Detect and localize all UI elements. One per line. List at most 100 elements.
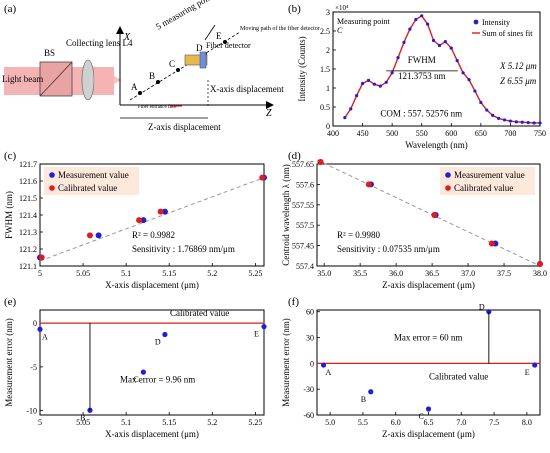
sensitivity-label: Sensitivity : 0.07535 nm/μm [337, 244, 440, 254]
r-squared-label: R² = 0.9980 [337, 230, 381, 240]
x-tick-label: 550 [416, 129, 428, 138]
y-tick-label: 2 [326, 46, 330, 55]
collecting-lens-shape [81, 59, 95, 101]
plot-frame [316, 163, 541, 267]
legend-label-fit: Sum of sines fit [482, 29, 533, 38]
x-tick-label: 5.2 [207, 269, 217, 278]
measured-point [95, 232, 102, 239]
y-tick-label: 1 [326, 84, 330, 93]
y-axis-title: Intensity (Counts) [297, 36, 307, 101]
y-tick-label: 1.5 [320, 65, 330, 74]
error-point-label: C [419, 412, 424, 421]
intensity-point [538, 121, 542, 125]
bs-label: BS [44, 48, 55, 58]
measuring-point-dot [156, 80, 160, 84]
measuring-point-label: B [149, 71, 155, 81]
x-tick-label: 5.5 [358, 418, 368, 427]
y-tick-label: 557.4 [296, 262, 314, 271]
intensity-point [349, 107, 353, 111]
y-tick-label: 121.3 [19, 228, 37, 237]
legend-label-measured: Measurement value [454, 170, 525, 180]
intensity-point [378, 84, 382, 88]
measured-point [140, 217, 147, 224]
intensity-point [497, 116, 501, 120]
legend-marker-measured [445, 172, 451, 178]
error-point [425, 406, 432, 412]
y-tick-label: 0.5 [320, 103, 330, 112]
panel-b-spectrum-chart: (b) 400 450 500 550 600 650 700 750 0 0.5 1 1.5 2 2.5 3… [288, 3, 546, 150]
intensity-point [526, 120, 530, 125]
y-axis-title: FWHM (nm) [4, 191, 14, 239]
intensity-point [485, 108, 489, 112]
measuring-point-dot [138, 91, 142, 95]
calibrated-value-label: Calibrated value [170, 308, 229, 318]
error-point [532, 362, 538, 368]
measuring-point-dot [223, 40, 227, 44]
fwhm-value: 121.3753 nm [398, 71, 446, 81]
calibrated-point [537, 260, 543, 267]
r-squared-label: R² = 0.9982 [132, 230, 175, 240]
intensity-point [355, 94, 359, 98]
intensity-point [479, 100, 483, 105]
intensity-point [455, 59, 459, 63]
plot-frame [316, 309, 541, 416]
error-point-label: C [133, 375, 138, 384]
x-tick-label: 5.05 [76, 269, 90, 278]
error-point-label: A [42, 332, 48, 341]
x-tick-label: 6.5 [424, 418, 434, 427]
panel-a-schematic: (a) Light beam BS Collecting lens L4 X Z… [2, 0, 320, 132]
error-point [261, 324, 267, 330]
sensitivity-label: Sensitivity : 1.76869 nm/μm [132, 244, 235, 254]
measuring-points: A B C D E [131, 31, 227, 95]
error-point-label: D [479, 303, 485, 312]
lens-label: Collecting lens L4 [66, 38, 133, 48]
legend-label-calibrated: Calibrated value [454, 183, 513, 193]
intensity-point [532, 121, 536, 125]
fiber-entrance-label: Fiber entrance face [138, 105, 177, 110]
x-tick-label: 400 [327, 129, 339, 138]
z-axis-letter: Z [266, 108, 272, 119]
x-tick-label: 6.0 [391, 418, 401, 427]
error-point [320, 362, 327, 368]
legend-box [440, 167, 535, 195]
intensity-point [473, 89, 477, 93]
error-point [368, 389, 374, 395]
x-tick-label: 5.25 [248, 269, 262, 278]
intensity-point [343, 116, 347, 120]
panel-label-b: (b) [288, 3, 301, 15]
y-axis-title: Measurement error (nm) [281, 318, 291, 406]
panel-label-e: (e) [4, 296, 17, 308]
plot-frame [39, 309, 265, 416]
fiber-detector-label: Fiber detector [206, 41, 251, 50]
x-axis-title: Z-axis displacement (μm) [382, 280, 475, 290]
error-point-label: E [525, 368, 530, 377]
y-tick-label: 60 [306, 308, 314, 317]
y-tick-label: 121.5 [19, 194, 37, 203]
intensity-point [502, 118, 507, 122]
regression-line [316, 159, 541, 267]
legend-label-calibrated: Calibrated value [58, 183, 117, 193]
x-tick-label: 8.0 [522, 418, 532, 427]
y-tick-label: 557.5 [296, 221, 314, 230]
y-tick-label: 0 [33, 319, 37, 328]
panel-c-fwhm-chart: (c) 5 5.05 5.1 5.15 5.2 5.25 121.1 121.2 121.3 121… [4, 150, 267, 290]
y-tick-label: -60 [303, 411, 314, 420]
intensity-point [514, 120, 518, 124]
intensity-point [461, 71, 465, 75]
calibrated-point [488, 240, 495, 247]
max-error-label: Max error = 60 nm [394, 333, 463, 343]
y-tick-label: 557.65 [292, 160, 314, 169]
y-tick-label: 121.1 [19, 262, 37, 271]
intensity-point [508, 119, 513, 123]
x-axis-title: X-axis displacement (μm) [105, 429, 199, 439]
legend-label-intensity: Intensity [482, 18, 510, 27]
x-tick-label: 650 [475, 129, 487, 138]
regression-line [39, 177, 265, 262]
legend-marker-calibrated [49, 185, 55, 191]
x-tick-label: 36.5 [425, 269, 439, 278]
intensity-point [491, 113, 495, 117]
legend-marker-intensity [473, 19, 479, 25]
calibrated-point [136, 217, 143, 224]
x-tick-label: 7.5 [489, 418, 499, 427]
